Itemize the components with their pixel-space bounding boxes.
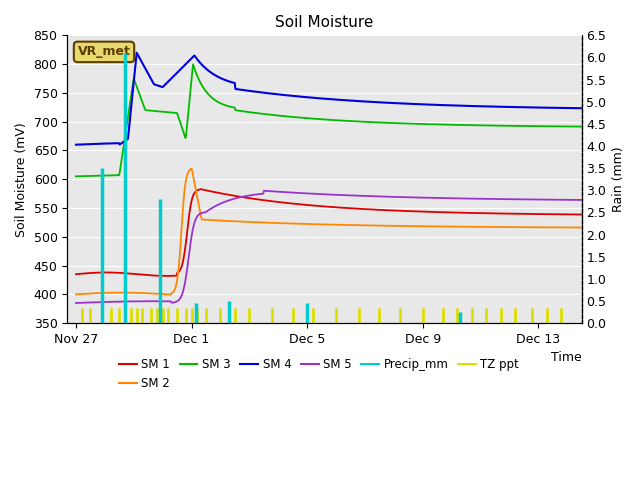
Title: Soil Moisture: Soil Moisture bbox=[275, 15, 374, 30]
Y-axis label: Rain (mm): Rain (mm) bbox=[612, 146, 625, 212]
Text: VR_met: VR_met bbox=[77, 46, 131, 59]
Legend: SM 1, SM 2, SM 3, SM 4, SM 5, Precip_mm, TZ ppt: SM 1, SM 2, SM 3, SM 4, SM 5, Precip_mm,… bbox=[115, 354, 524, 395]
X-axis label: Time: Time bbox=[551, 351, 582, 364]
Y-axis label: Soil Moisture (mV): Soil Moisture (mV) bbox=[15, 122, 28, 237]
